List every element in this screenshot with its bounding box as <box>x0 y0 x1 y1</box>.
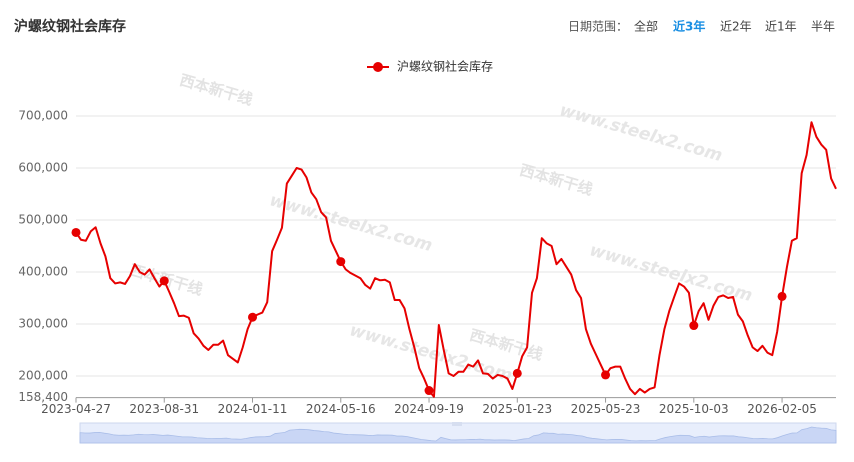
x-tick-label: 2025-10-03 <box>659 402 729 416</box>
range-button[interactable]: 半年 <box>811 20 835 34</box>
y-tick-label: 200,000 <box>18 368 68 382</box>
x-tick-label: 2025-01-23 <box>482 402 552 416</box>
x-tick-label: 2024-01-11 <box>218 402 288 416</box>
legend-marker <box>373 62 383 72</box>
data-point <box>601 370 611 380</box>
range-button[interactable]: 全部 <box>634 19 658 34</box>
data-point <box>248 312 258 322</box>
x-tick-label: 2023-08-31 <box>129 402 199 416</box>
y-tick-label: 600,000 <box>18 160 68 174</box>
range-button[interactable]: 近3年 <box>673 19 705 34</box>
data-point <box>71 227 81 237</box>
y-tick-label: 700,000 <box>18 108 68 122</box>
watermark: www.steelx2.com <box>587 240 754 306</box>
data-line <box>75 121 837 398</box>
range-button[interactable]: 近1年 <box>765 20 797 34</box>
watermark: 西本新干线 <box>518 161 595 199</box>
x-tick-label: 2024-05-16 <box>306 402 376 416</box>
chart-title: 沪螺纹钢社会库存 <box>14 18 126 35</box>
watermark: 西本新干线 <box>178 71 255 109</box>
plot-area <box>76 115 836 399</box>
x-tick-label: 2023-04-27 <box>41 402 111 416</box>
zoom-preview <box>79 426 837 444</box>
range-button[interactable]: 近2年 <box>720 20 752 34</box>
x-tick-label: 2025-05-23 <box>571 402 641 416</box>
x-tick-label: 2026-02-05 <box>747 402 817 416</box>
watermark: www.steelx2.com <box>557 100 724 166</box>
data-point <box>159 276 169 286</box>
data-point <box>512 368 522 378</box>
zoom-handle-top[interactable] <box>452 422 462 426</box>
y-tick-label: 300,000 <box>18 316 68 330</box>
data-point <box>336 257 346 267</box>
data-point <box>777 291 787 301</box>
legend-label: 沪螺纹钢社会库存 <box>397 59 493 74</box>
watermark: www.steelx2.com <box>267 190 434 256</box>
data-point <box>424 386 434 396</box>
y-tick-label: 500,000 <box>18 212 68 226</box>
data-point <box>689 321 699 331</box>
y-tick-label: 400,000 <box>18 264 68 278</box>
date-range-label: 日期范围： <box>568 20 628 34</box>
y-tick-label: 158,400 <box>18 390 68 404</box>
x-tick-label: 2024-09-19 <box>394 402 464 416</box>
